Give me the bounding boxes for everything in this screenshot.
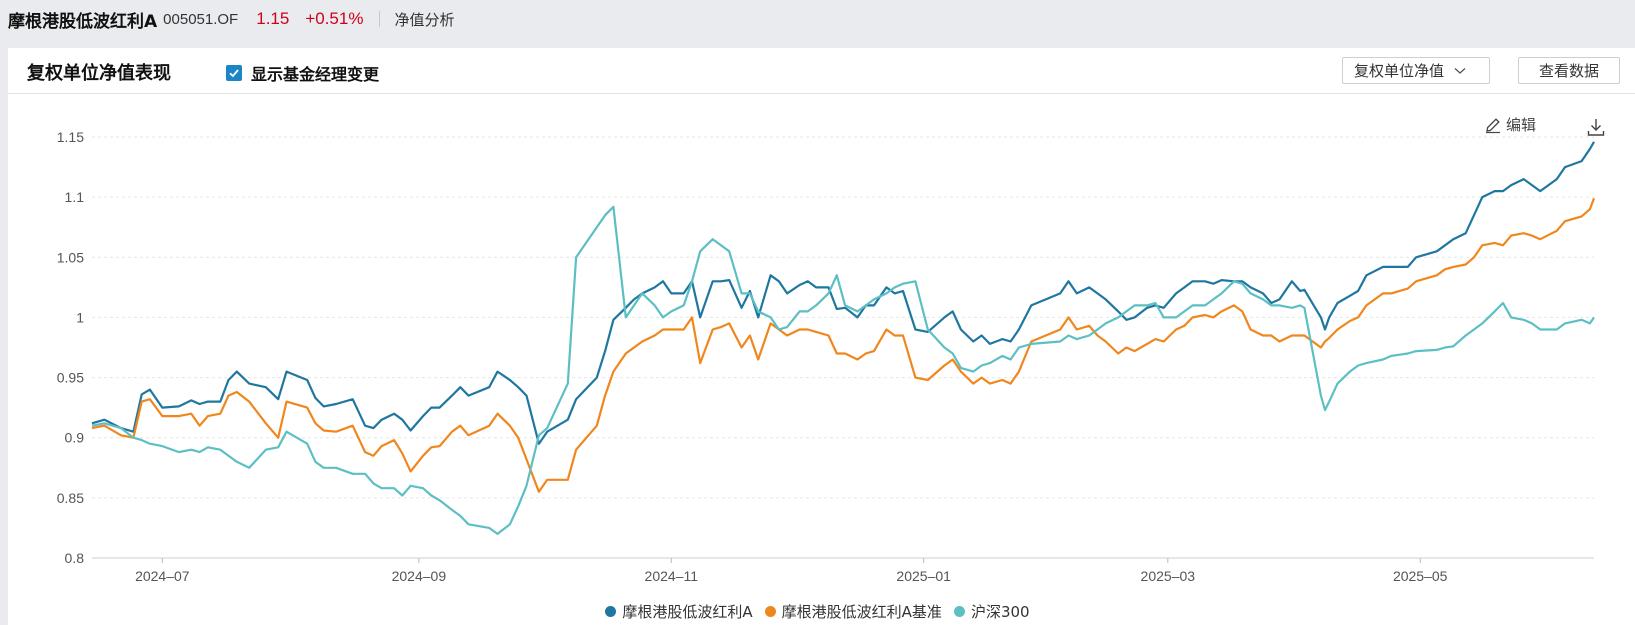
x-tick-label: 2024–11 (645, 568, 699, 584)
download-icon (1587, 119, 1605, 136)
fund-code: 005051.OF (163, 10, 239, 28)
panel-header: 复权单位净值表现 显示基金经理变更 复权单位净值 查看数据 (8, 48, 1635, 94)
download-button[interactable] (1586, 117, 1606, 141)
y-tick-label: 1 (76, 309, 84, 325)
x-tick-label: 2025–03 (1141, 568, 1196, 584)
legend-marker (764, 605, 776, 617)
series-line-1 (91, 197, 1596, 493)
manager-change-checkbox[interactable] (226, 65, 242, 81)
y-tick-label: 0.8 (65, 550, 85, 566)
manager-change-label: 显示基金经理变更 (251, 65, 380, 84)
x-tick-label: 2025–05 (1393, 568, 1448, 584)
nav-type-select[interactable]: 复权单位净值 (1342, 57, 1490, 84)
x-axis: 2024–07 2024–09 2024–11 2025–01 2025–03 2025–… (135, 558, 1448, 584)
edit-button[interactable]: 编辑 (1484, 114, 1536, 135)
legend-item[interactable]: 摩根港股低波红利A基准 (764, 601, 942, 622)
view-data-button[interactable]: 查看数据 (1518, 57, 1620, 84)
legend-label: 摩根港股低波红利A (622, 602, 753, 621)
series-line-2 (91, 205, 1595, 535)
y-tick-label: 1.15 (57, 129, 84, 145)
fund-header: 摩根港股低波红利A 005051.OF 1.15 +0.51% 净值分析 (0, 0, 1635, 38)
nav-value: 1.15 (256, 9, 290, 28)
panel-title: 复权单位净值表现 (27, 63, 171, 84)
legend-item[interactable]: 摩根港股低波红利A (605, 601, 753, 622)
legend-item[interactable]: 沪深300 (953, 601, 1030, 622)
series-line-0 (91, 141, 1595, 445)
y-tick-label: 0.85 (57, 490, 84, 506)
fund-name: 摩根港股低波红利A (8, 11, 158, 32)
header-divider (379, 11, 381, 27)
chevron-down-icon (1454, 67, 1466, 74)
legend-marker (953, 605, 965, 617)
manager-change-toggle[interactable]: 显示基金经理变更 (226, 61, 379, 85)
y-tick-label: 1.05 (57, 249, 84, 265)
x-tick-label: 2024–09 (392, 568, 447, 584)
y-tick-label: 0.95 (57, 370, 84, 386)
x-tick-label: 2024–07 (135, 568, 190, 584)
chart-legend: 摩根港股低波红利A 摩根港股低波红利A基准 沪深300 (0, 600, 1635, 622)
edit-label: 编辑 (1506, 116, 1537, 134)
tab-nav-analysis[interactable]: 净值分析 (394, 10, 455, 29)
legend-label: 沪深300 (970, 602, 1030, 621)
series-lines (91, 141, 1596, 535)
nav-type-select-value: 复权单位净值 (1354, 62, 1445, 80)
y-tick-label: 0.9 (65, 430, 85, 446)
y-axis: 0.8 0.85 0.9 0.95 1 1.05 1.1 1.15 (57, 129, 84, 566)
grid-lines (92, 136, 1594, 559)
legend-marker (605, 605, 617, 617)
nav-change: +0.51% (305, 9, 364, 28)
chart-panel: 复权单位净值表现 显示基金经理变更 复权单位净值 查看数据 (8, 48, 1635, 625)
legend-label: 摩根港股低波红利A基准 (781, 602, 942, 621)
x-tick-label: 2025–01 (896, 568, 951, 584)
y-tick-label: 1.1 (65, 189, 85, 205)
edit-icon (1486, 117, 1500, 133)
check-icon (229, 69, 239, 78)
